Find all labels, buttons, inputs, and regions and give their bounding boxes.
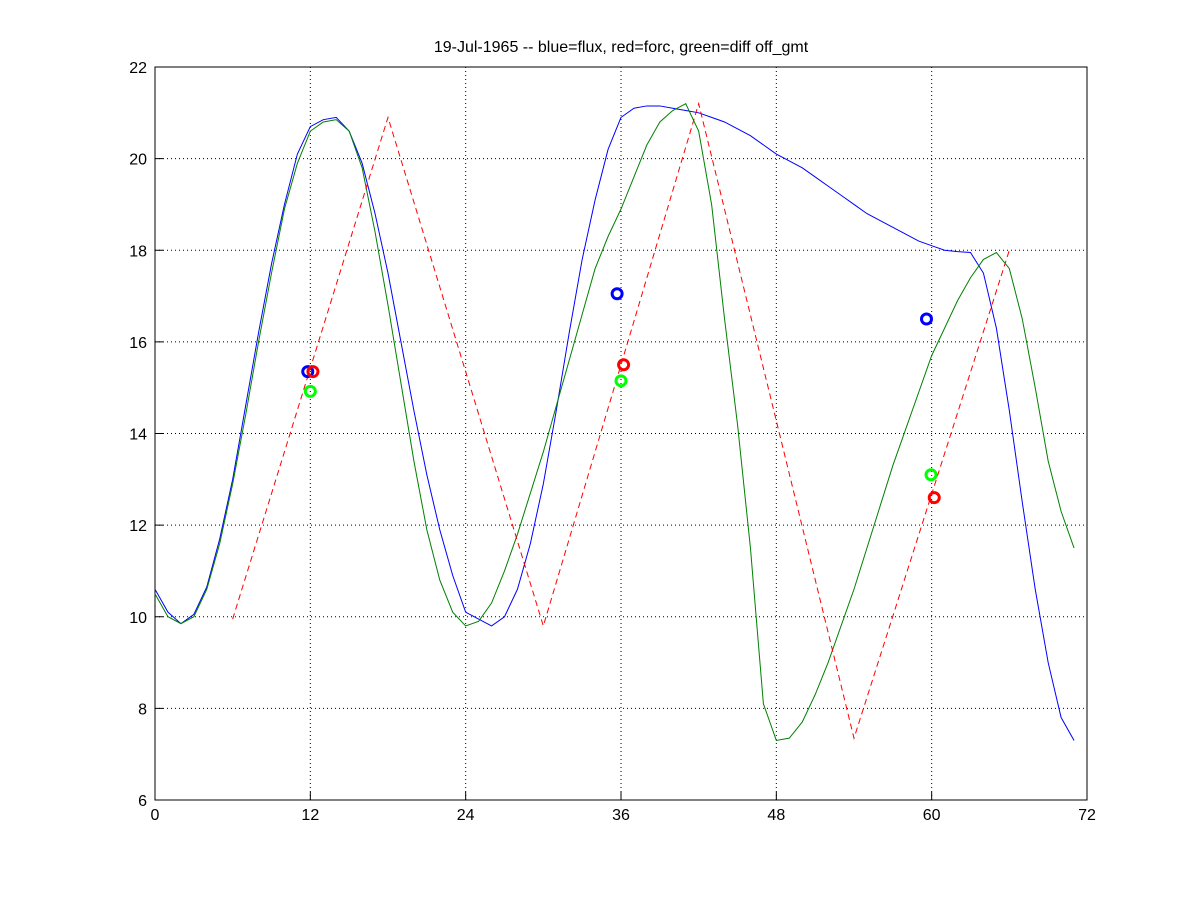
data-point [927,491,941,505]
chart-title: 19-Jul-1965 -- blue=flux, red=forc, gree… [434,39,809,56]
series-line [154,102,1075,742]
y-tick-label: 16 [129,335,147,352]
x-tick-label: 0 [151,807,160,824]
y-tick-label: 12 [129,518,147,535]
y-tick-label: 6 [138,793,147,810]
y-tick-label: 20 [129,152,147,169]
data-point [919,312,933,326]
series-line [154,105,1075,741]
data-point [614,374,628,388]
x-tick-label: 72 [1078,807,1096,824]
y-tick-label: 18 [129,243,147,260]
axes-box [154,66,1088,801]
series-line [232,101,1010,740]
x-tick-label: 48 [767,807,785,824]
data-point [610,287,624,301]
data-point [617,358,631,372]
x-tick-label: 36 [612,807,630,824]
y-tick-label: 22 [129,60,147,77]
data-point [301,365,315,379]
y-tick-label: 8 [138,701,147,718]
y-tick-label: 14 [129,427,147,444]
data-point [306,365,320,379]
y-tick-label: 10 [129,610,147,627]
x-tick-label: 24 [457,807,475,824]
data-point [924,468,938,482]
x-tick-label: 60 [923,807,941,824]
x-tick-label: 12 [301,807,319,824]
data-point [303,384,317,398]
